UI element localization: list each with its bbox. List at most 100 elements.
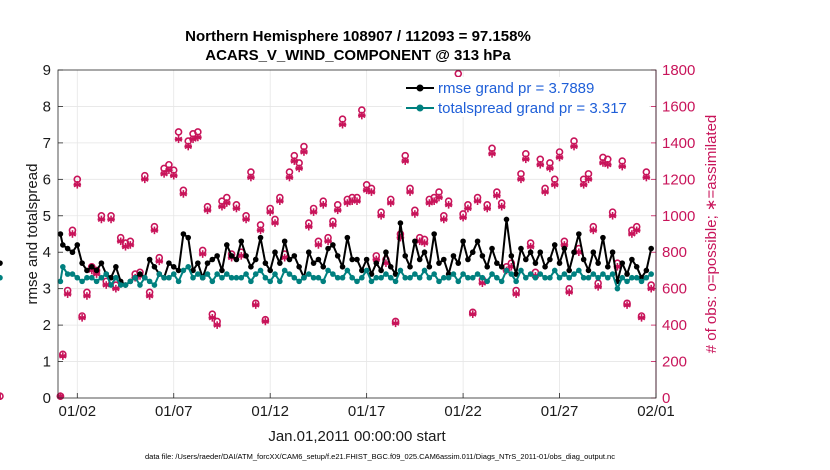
totalspread-point	[228, 274, 235, 281]
rmse-point	[383, 249, 389, 256]
obs-assimilated-marker	[112, 284, 120, 293]
rmse-point	[363, 256, 370, 263]
totalspread-point	[426, 274, 433, 281]
rmse-point	[378, 267, 384, 274]
rmse-point	[325, 245, 331, 252]
totalspread-point	[281, 267, 288, 274]
obs-assimilated-marker	[406, 188, 414, 196]
totalspread-point	[566, 274, 572, 281]
totalspread-point	[84, 274, 90, 281]
right-tick-label: 600	[662, 281, 687, 298]
x-tick-label: 01/02	[59, 403, 97, 420]
totalspread-point	[195, 271, 201, 277]
obs-assimilated-marker	[391, 319, 400, 328]
obs-assimilated-marker	[97, 215, 106, 224]
rmse-point	[465, 256, 471, 263]
obs-assimilated-marker	[247, 173, 255, 182]
obs-assimilated-marker	[358, 111, 366, 120]
totalspread-point	[209, 278, 216, 285]
totalspread-point	[368, 278, 375, 285]
obs-assimilated-marker	[623, 301, 631, 309]
rmse-point	[580, 256, 587, 263]
totalspread-point	[223, 271, 230, 277]
rmse-point	[223, 242, 230, 248]
obs-assimilated-marker	[435, 193, 443, 202]
rmse-point	[489, 245, 495, 252]
totalspread-point	[494, 274, 500, 281]
obs-markers	[0, 69, 655, 400]
totalspread-point	[185, 264, 192, 270]
obs-assimilated-marker	[290, 157, 299, 165]
totalspread-point	[412, 271, 418, 277]
totalspread-point	[344, 267, 351, 274]
rmse-point	[88, 264, 95, 270]
y-tick-label: 6	[43, 171, 51, 188]
rmse-point	[518, 245, 524, 252]
totalspread-point	[604, 274, 611, 281]
obs-assimilated-marker	[141, 175, 149, 184]
rmse-point	[262, 260, 269, 266]
totalspread-point	[79, 278, 85, 285]
totalspread-point	[561, 271, 568, 277]
totalspread-point	[421, 267, 428, 274]
rmse-point	[532, 260, 539, 266]
totalspread-point	[190, 274, 196, 281]
obs-assimilated-marker	[314, 241, 323, 249]
totalspread-point	[513, 278, 519, 285]
totalspread-point	[354, 278, 360, 285]
obs-possible-marker	[454, 69, 463, 78]
rmse-point	[310, 260, 317, 266]
x-tick-label: 01/12	[251, 403, 289, 420]
obs-assimilated-marker	[468, 310, 477, 318]
totalspread-point	[542, 274, 548, 281]
totalspread-point	[272, 271, 278, 277]
obs-assimilated-marker	[78, 314, 86, 322]
y-tick-label: 2	[43, 317, 51, 334]
rmse-point	[57, 231, 64, 237]
totalspread-point	[407, 274, 413, 281]
totalspread-point	[508, 271, 515, 277]
rmse-point	[195, 260, 201, 266]
totalspread-point	[431, 271, 437, 277]
totalspread-point	[305, 271, 312, 277]
rmse-point	[180, 231, 187, 237]
totalspread-point	[378, 274, 384, 281]
obs-assimilated-marker	[83, 292, 91, 300]
x-axis-ticks: 01/02 01/07 01/12 01/17 01/22 01/27 02/01	[59, 393, 675, 420]
obs-assimilated-marker	[536, 160, 545, 169]
obs-assimilated-marker	[367, 188, 376, 196]
rmse-point	[238, 238, 245, 245]
rmse-point	[204, 260, 211, 266]
obs-assimilated-marker	[203, 206, 212, 215]
totalspread-point	[103, 271, 110, 277]
rmse-point	[315, 256, 322, 263]
obs-assimilated-marker	[213, 321, 221, 329]
x-tick-label: 01/27	[541, 403, 579, 420]
totalspread-point	[74, 274, 81, 281]
obs-assimilated-marker	[493, 191, 501, 200]
obs-assimilated-marker	[256, 226, 265, 235]
chart-subtitle: ACARS_V_WIND_COMPONENT @ 313 hPa	[205, 47, 511, 64]
obs-assimilated-marker	[565, 288, 573, 297]
rmse-point	[267, 267, 273, 274]
x-tick-label: 01/07	[155, 403, 193, 420]
totalspread-point	[214, 271, 220, 277]
y-tick-label: 5	[43, 208, 51, 225]
rmse-point	[576, 231, 582, 237]
grid	[58, 70, 656, 398]
rmse-point	[590, 249, 597, 256]
y-tick-label: 1	[43, 354, 51, 371]
plot-frame	[57, 69, 657, 399]
x-tick-label: 01/22	[444, 403, 482, 420]
rmse-point	[151, 264, 158, 270]
rmse-point	[272, 249, 278, 256]
right-tick-label: 800	[662, 244, 687, 261]
totalspread-point	[122, 282, 129, 288]
obs-assimilated-marker	[155, 257, 164, 266]
totalspread-point	[161, 274, 167, 281]
obs-assimilated-marker	[285, 173, 294, 182]
rmse-point	[551, 242, 558, 248]
rmse-point	[0, 260, 3, 266]
totalspread-point	[233, 274, 240, 281]
rmse-point	[257, 234, 264, 241]
